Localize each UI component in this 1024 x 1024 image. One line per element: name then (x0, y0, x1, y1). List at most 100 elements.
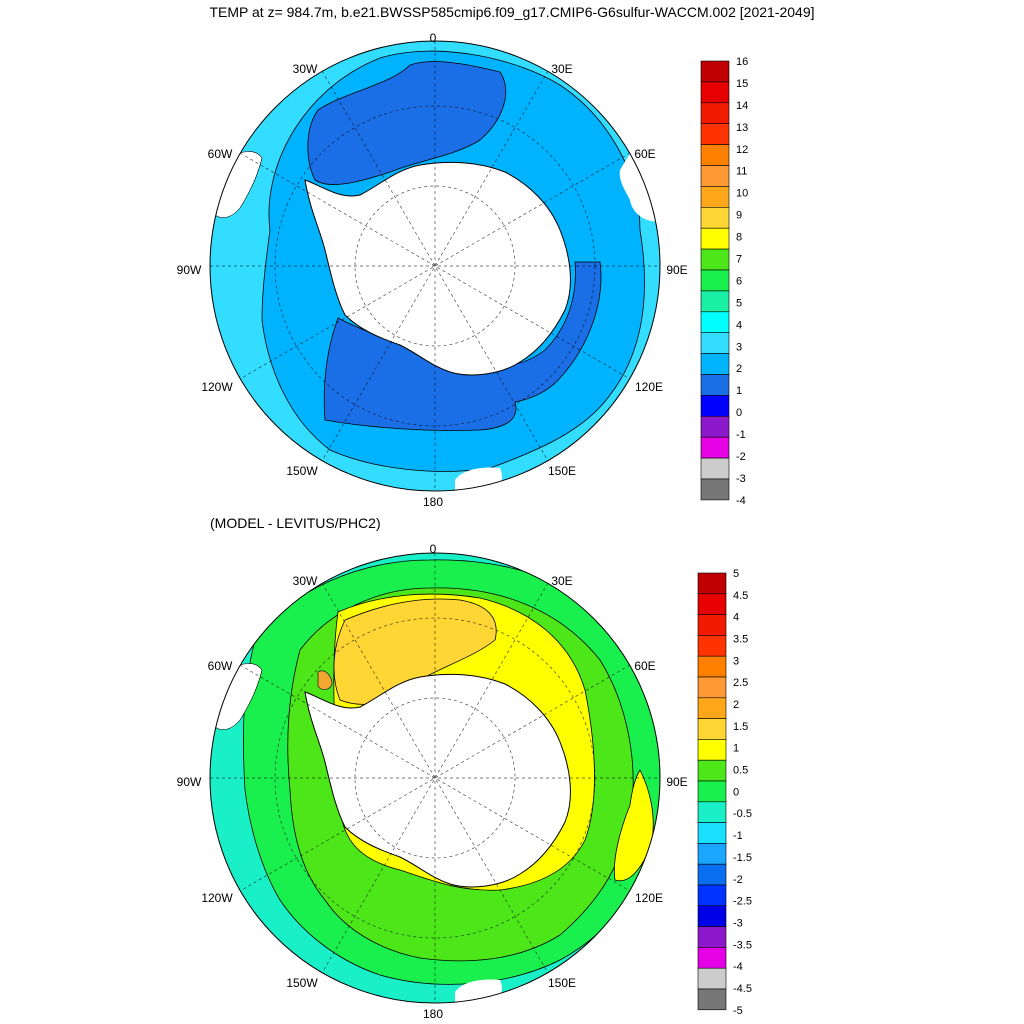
bottom-lon-label: 150E (548, 976, 576, 990)
bottom-colorbar-tick-label: 1.5 (733, 721, 748, 733)
top-lon-label: 60E (634, 147, 655, 161)
bottom-colorbar-swatch (697, 988, 727, 1011)
bottom-colorbar-swatch (697, 593, 727, 615)
top-colorbar-tick-label: 2 (736, 363, 742, 375)
bottom-colorbar-tick-label: -0.5 (733, 808, 752, 820)
top-colorbar-swatch (700, 290, 730, 313)
bottom-lon-label: 90W (177, 775, 202, 789)
bottom-colorbar-tick-label: 3 (733, 655, 739, 667)
top-lon-label: 120W (201, 380, 233, 394)
bottom-colorbar-tick-label: 5 (733, 568, 739, 580)
bottom-colorbar-tick-label: 1 (733, 743, 739, 755)
top-lon-label: 150W (286, 464, 318, 478)
top-colorbar-swatch (700, 207, 730, 229)
top-lon-label: 30W (293, 62, 318, 76)
bottom-colorbar-swatch (697, 655, 727, 678)
bottom-lon-label: 180 (423, 1007, 443, 1021)
top-colorbar-swatch (700, 374, 730, 396)
top-colorbar-swatch (700, 436, 730, 459)
bottom-colorbar-swatch (697, 780, 727, 803)
top-colorbar-tick-label: 1 (736, 385, 742, 397)
bottom-colorbar-tick-label: -4 (733, 961, 743, 973)
bottom-colorbar-swatch (697, 822, 727, 844)
bottom-colorbar-swatch (697, 718, 727, 740)
top-colorbar-swatch (700, 144, 730, 166)
top-colorbar-swatch (700, 311, 730, 333)
top-colorbar-swatch (700, 478, 730, 501)
bottom-colorbar-tick-label: 2.5 (733, 677, 748, 689)
bottom-colorbar-tick-label: -3.5 (733, 939, 752, 951)
top-lon-label: 60W (208, 147, 233, 161)
bottom-colorbar-swatch (697, 759, 727, 782)
top-colorbar-tick-label: 15 (736, 78, 748, 90)
top-colorbar-tick-label: 9 (736, 210, 742, 222)
bottom-colorbar-swatch (697, 635, 727, 657)
top-colorbar-tick-label: 3 (736, 341, 742, 353)
bottom-colorbar-swatch (697, 614, 727, 636)
bottom-colorbar-tick-label: 3.5 (733, 634, 748, 646)
bottom-colorbar-tick-label: 0.5 (733, 765, 748, 777)
bottom-colorbar-swatch (697, 863, 727, 886)
top-colorbar-tick-label: 7 (736, 254, 742, 266)
bottom-colorbar-swatch (697, 843, 727, 865)
top-colorbar-tick-label: 16 (736, 56, 748, 68)
bottom-colorbar-tick-label: -1 (733, 830, 743, 842)
top-graticule (210, 41, 660, 491)
top-colorbar-swatch (700, 248, 730, 271)
bottom-region-orange (333, 598, 497, 705)
bottom-colorbar-tick-label: 4.5 (733, 590, 748, 602)
top-colorbar-tick-label: -4 (736, 495, 746, 507)
bottom-lon-label: 150W (286, 976, 318, 990)
bottom-antarctica (304, 673, 571, 888)
top-colorbar-swatch (700, 165, 730, 187)
bottom-lon-label: 120W (201, 891, 233, 905)
bottom-lon-label: 60E (634, 659, 655, 673)
bottom-colorbar-swatch (697, 967, 727, 990)
bottom-map: 0 30E 60E 90E 120E 150E 180 150W 120W 90… (177, 542, 688, 1021)
bottom-colorbar-tick-label: -1.5 (733, 852, 752, 864)
bottom-lon-label: 90E (666, 775, 687, 789)
bottom-colorbar-tick-label: -4.5 (733, 983, 752, 995)
top-colorbar-swatch (700, 60, 730, 83)
top-colorbar-swatch (700, 186, 730, 208)
bottom-lon-label: 120E (635, 891, 663, 905)
bottom-lon-label: 30E (551, 574, 572, 588)
top-colorbar-swatch (700, 269, 730, 292)
top-colorbar-swatch (700, 123, 730, 145)
bottom-colorbar-tick-label: -5 (733, 1005, 743, 1017)
bottom-lon-label: 30W (293, 574, 318, 588)
top-lon-label: 150E (548, 464, 576, 478)
bottom-colorbar-tick-label: 0 (733, 786, 739, 798)
bottom-colorbar-swatch (697, 884, 727, 907)
top-region-inner-a (307, 61, 507, 185)
top-map: 0 30E 60E 90E 120E 150E 180 150W 120W 90… (177, 31, 688, 509)
top-lon-labels: 0 30E 60E 90E 120E 150E 180 150W 120W 90… (177, 31, 688, 509)
bottom-lon-labels: 0 30E 60E 90E 120E 150E 180 150W 120W 90… (177, 542, 688, 1021)
bottom-colorbar-tick-label: -2 (733, 874, 743, 886)
top-colorbar-swatch (700, 227, 730, 250)
bottom-colorbar-swatch (697, 739, 727, 761)
top-lon-label: 90E (666, 263, 687, 277)
bottom-graticule (210, 553, 660, 1003)
top-lon-label: 0 (430, 31, 437, 45)
bottom-colorbar-tick-label: 2 (733, 699, 739, 711)
top-colorbar-tick-label: 5 (736, 297, 742, 309)
bottom-colorbar-tick-label: -3 (733, 917, 743, 929)
bottom-colorbar-swatch (697, 905, 727, 927)
top-colorbar-tick-label: 11 (736, 166, 747, 178)
bottom-colorbar-swatch (697, 801, 727, 823)
top-colorbar-swatch (700, 353, 730, 375)
bottom-colorbar-swatch (697, 947, 727, 969)
top-colorbar-tick-label: 8 (736, 232, 742, 244)
top-colorbar-tick-label: 6 (736, 275, 742, 287)
bottom-lon-label: 60W (208, 659, 233, 673)
bottom-colorbar: 5 4.5 4 3.5 3 2.5 2 1.5 1 0.5 0 -0.5 -1 -1.5 -2 -2.5 -3 -… (697, 568, 752, 1017)
top-lon-label: 90W (177, 263, 202, 277)
top-colorbar-tick-label: -1 (736, 429, 746, 441)
bottom-colorbar-swatch (697, 676, 727, 699)
top-lon-label: 180 (423, 495, 443, 509)
bottom-colorbar-swatch (697, 926, 727, 948)
top-colorbar-swatch (700, 81, 730, 104)
